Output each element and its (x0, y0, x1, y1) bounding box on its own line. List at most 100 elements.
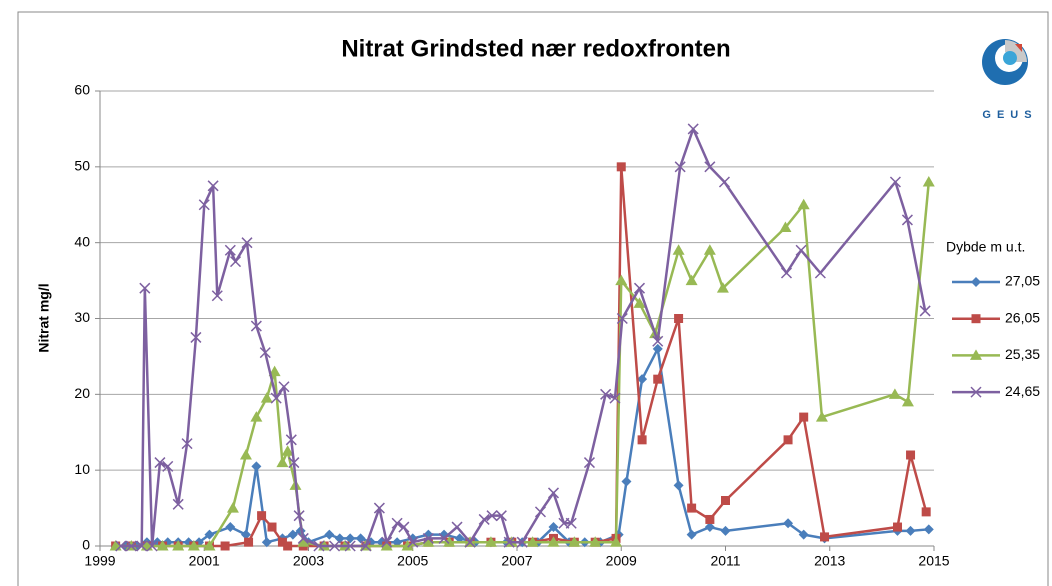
marker (815, 411, 828, 422)
x-tick-label: 2011 (710, 553, 740, 569)
y-tick-label: 10 (74, 461, 90, 477)
series-line (115, 347, 929, 548)
marker (211, 290, 223, 302)
marker (703, 244, 716, 255)
marker (503, 536, 515, 548)
marker (901, 214, 913, 226)
marker (616, 162, 626, 172)
marker (297, 536, 310, 547)
marker (260, 392, 273, 403)
legend-label: 27,05 (1005, 273, 1040, 289)
marker (380, 540, 393, 551)
marker (329, 540, 341, 552)
marker (610, 536, 623, 547)
marker (283, 541, 293, 551)
logo (982, 39, 1028, 85)
marker (115, 540, 127, 552)
marker (797, 198, 810, 210)
marker (921, 507, 931, 517)
marker (783, 518, 794, 529)
marker (478, 513, 490, 525)
legend-marker (971, 277, 981, 287)
y-tick-label: 50 (74, 158, 90, 174)
marker (250, 411, 263, 422)
y-axis-label: Nitrat mg/l (36, 283, 52, 352)
x-tick-label: 2013 (814, 553, 845, 569)
marker (198, 199, 210, 211)
marker (547, 487, 560, 499)
legend-title: Dybde m u.t. (946, 239, 1025, 255)
marker (637, 374, 648, 385)
marker (565, 517, 577, 529)
marker (381, 536, 393, 548)
marker (589, 536, 602, 547)
x-tick-label: 2009 (606, 553, 637, 569)
marker (798, 529, 809, 540)
marker (203, 540, 216, 551)
marker (181, 438, 193, 450)
marker (901, 395, 914, 407)
marker (229, 256, 242, 268)
y-tick-label: 40 (74, 233, 90, 249)
marker (720, 525, 731, 536)
marker (156, 540, 169, 551)
marker (922, 176, 935, 187)
marker (162, 460, 174, 472)
marker (672, 244, 685, 255)
marker (820, 532, 830, 542)
marker (125, 540, 137, 552)
marker (615, 274, 628, 286)
marker (583, 457, 595, 469)
marker (814, 267, 826, 279)
marker (392, 537, 403, 548)
series-line (120, 127, 927, 548)
marker (795, 244, 807, 256)
y-tick-label: 0 (82, 537, 90, 553)
marker (225, 522, 236, 533)
marker (652, 335, 664, 347)
x-tick-label: 2001 (189, 553, 220, 569)
marker (609, 392, 621, 404)
legend-label: 24,65 (1005, 383, 1040, 399)
marker (207, 180, 219, 192)
x-tick-label: 1999 (84, 553, 115, 569)
marker (355, 533, 366, 544)
marker (324, 529, 335, 540)
x-tick-label: 2003 (293, 553, 324, 569)
marker (401, 540, 414, 551)
marker (270, 392, 282, 404)
marker (297, 532, 309, 544)
x-tick-label: 2007 (501, 553, 532, 569)
logo-text: GEUS (982, 109, 1037, 121)
marker (204, 529, 215, 540)
marker (344, 540, 356, 552)
marker (313, 540, 325, 552)
marker (190, 331, 202, 343)
marker (888, 388, 901, 399)
marker (919, 305, 931, 317)
chart-frame (17, 11, 1049, 586)
legend-label: 26,05 (1005, 309, 1040, 325)
marker (257, 511, 267, 521)
marker (224, 244, 236, 256)
marker (226, 502, 239, 513)
marker (154, 457, 166, 469)
marker (464, 536, 476, 548)
marker (139, 282, 151, 294)
marker (780, 267, 793, 279)
marker (516, 536, 528, 548)
marker (621, 476, 632, 487)
marker (277, 537, 287, 547)
marker (633, 297, 646, 308)
marker (241, 237, 253, 249)
y-tick-label: 20 (74, 385, 90, 401)
legend-label: 25,35 (1005, 346, 1040, 362)
x-tick-label: 2005 (397, 553, 428, 569)
marker (633, 282, 646, 294)
marker (391, 517, 403, 529)
marker (240, 529, 251, 540)
marker (398, 521, 410, 533)
marker (653, 374, 663, 384)
marker (239, 449, 252, 460)
